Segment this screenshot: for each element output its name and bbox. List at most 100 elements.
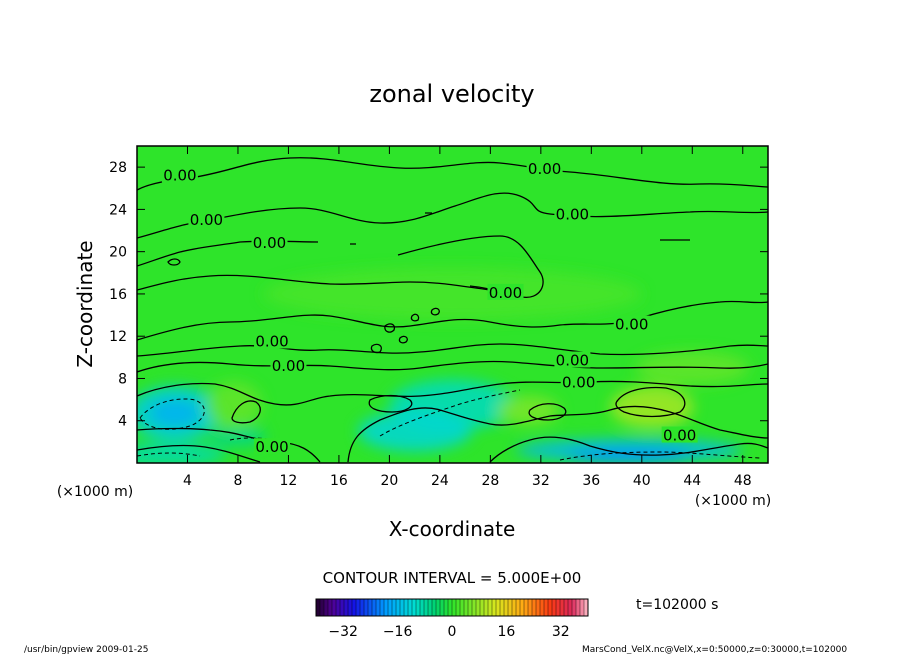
colorbar-cell [448, 599, 452, 616]
colorbar-cell [508, 599, 512, 616]
x-tick-label: 16 [330, 473, 348, 489]
footer-right: MarsCond_VelX.nc@VelX,x=0:50000,z=0:3000… [582, 645, 847, 654]
colorbar-cell [464, 599, 468, 616]
plot-area: 0.00 0.00 0.00 0.00 0.00 0.00 0.00 0.00 0.00 0.00… [137, 146, 768, 463]
colorbar-cell [568, 599, 572, 616]
contour-line [615, 386, 686, 418]
colorbar-cell [440, 599, 444, 616]
field-blob [149, 399, 201, 428]
colorbar-cell [436, 599, 440, 616]
x-tick-label: 40 [633, 473, 651, 489]
contour-line [368, 394, 413, 413]
colorbar-cell [396, 599, 400, 616]
y-tick-label: 8 [118, 371, 127, 387]
colorbar-cell [336, 599, 340, 616]
colorbar-cell [456, 599, 460, 616]
field-blob [610, 385, 694, 429]
colorbar-cell [420, 599, 424, 616]
colorbar-cell [432, 599, 436, 616]
x-axis: 4 8 12 16 20 24 28 32 36 40 44 48 [183, 146, 752, 489]
contour-label: 0.00 [556, 352, 589, 370]
contour-label-bg [254, 332, 291, 349]
contour-label-bg [254, 438, 291, 455]
contour-label-bg [161, 166, 198, 183]
contour-label: 0.00 [528, 160, 561, 178]
contour-line-negative [559, 451, 761, 461]
colorbar-cell [520, 599, 524, 616]
contour-label: 0.00 [556, 206, 589, 224]
colorbar-cell [504, 599, 508, 616]
colorbar-cell [468, 599, 472, 616]
colorbar-cell [544, 599, 548, 616]
contour-label: 0.00 [272, 357, 305, 375]
colorbar-cell [324, 599, 328, 616]
contour-label: 0.00 [190, 211, 223, 229]
colorbar-tick-label: −16 [383, 624, 413, 640]
field-blob [263, 267, 642, 321]
x-tick-label: 28 [481, 473, 499, 489]
contour-line [167, 212, 690, 266]
x-tick-label: 44 [683, 473, 701, 489]
contour-label-bg [487, 283, 524, 300]
contour-label: 0.00 [255, 332, 288, 350]
colorbar-cell [412, 599, 416, 616]
contour-line [137, 157, 768, 191]
colorbar-cell [580, 599, 584, 616]
colorbar-cell [484, 599, 488, 616]
chart-title: zonal velocity [369, 80, 534, 108]
plot-frame [136, 145, 769, 464]
y-tick-label: 24 [109, 202, 127, 218]
colorbar-cell [376, 599, 380, 616]
colorbar-cell [356, 599, 360, 616]
contour-label: 0.00 [562, 374, 595, 392]
colorbar-cell [524, 599, 528, 616]
contour-line [137, 343, 768, 357]
y-tick-label: 20 [109, 245, 127, 261]
colorbar-cell [512, 599, 516, 616]
contour-label: 0.00 [163, 167, 196, 185]
contour-line [370, 307, 440, 354]
colorbar-cell [496, 599, 500, 616]
x-tick-label: 48 [734, 473, 752, 489]
contour-label-bg [554, 351, 591, 368]
colorbar-cell [372, 599, 376, 616]
y-tick-label: 4 [118, 414, 127, 430]
colorbar-tick-label: 16 [497, 624, 515, 640]
contour-line-negative [137, 452, 201, 457]
colorbar-cell [488, 599, 492, 616]
field-blob [206, 381, 262, 429]
colorbar-cell [340, 599, 344, 616]
contour-label: 0.00 [615, 316, 648, 334]
contour-label: 0.00 [255, 438, 288, 456]
contour-line [137, 427, 321, 463]
colorbar [316, 599, 588, 616]
colorbar-cell [584, 599, 588, 616]
colorbar-tick-label: −32 [328, 624, 358, 640]
colorbar-cell [560, 599, 564, 616]
field-blobs [137, 267, 750, 463]
y-tick-label: 28 [109, 160, 127, 176]
colorbar-cell [344, 599, 348, 616]
colorbar-cell [564, 599, 568, 616]
contour-line [489, 436, 768, 463]
colorbar-cell [452, 599, 456, 616]
colorbar-cell [576, 599, 580, 616]
colorbar-cell [528, 599, 532, 616]
contour-line-negative [379, 389, 521, 437]
contour-line [137, 360, 768, 373]
contour-interval: CONTOUR INTERVAL = 5.000E+00 [323, 569, 582, 587]
colorbar-cell [384, 599, 388, 616]
colorbar-cell [352, 599, 356, 616]
colorbar-cell [532, 599, 536, 616]
colorbar-cell [516, 599, 520, 616]
contour-lines [137, 157, 768, 463]
colorbar-cell [428, 599, 432, 616]
contour-label-bg [188, 210, 225, 227]
contour-label: 0.00 [663, 427, 696, 445]
y-tick-label: 12 [109, 329, 127, 345]
colorbar-cell [492, 599, 496, 616]
colorbar-cell [480, 599, 484, 616]
y-axis-label: Z-coordinate [73, 240, 97, 367]
colorbar-cell [328, 599, 332, 616]
